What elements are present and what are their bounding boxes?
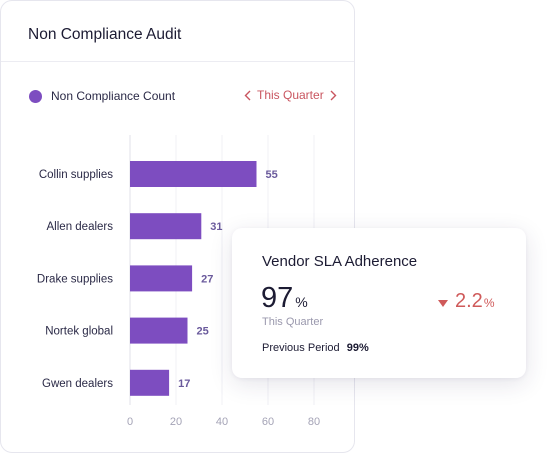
- kpi-change-group: 2.2 %: [438, 290, 494, 313]
- data-label: 25: [197, 326, 209, 338]
- kpi-value-group: 97 %: [261, 282, 308, 315]
- legend-label: Non Compliance Count: [51, 89, 176, 103]
- category-label: Allen dealers: [47, 221, 114, 233]
- x-tick-label: 80: [308, 416, 320, 428]
- bar: [130, 161, 257, 187]
- period-label: This Quarter: [257, 88, 324, 102]
- bar-chart: 0 20 40 60 80 Collin supplies 55 Allen dealers 3…: [37, 135, 320, 428]
- kpi-title: Vendor SLA Adherence: [262, 253, 418, 270]
- sla-adherence-card: Vendor SLA Adherence 97 % This Quarter 2…: [232, 228, 526, 378]
- x-tick-label: 40: [216, 416, 228, 428]
- previous-period-value: 99%: [346, 342, 369, 354]
- category-label: Collin supplies: [39, 169, 113, 181]
- period-navigator: This Quarter: [239, 88, 342, 102]
- triangle-down-icon: [438, 294, 448, 312]
- bar: [130, 317, 188, 344]
- legend-marker: [29, 90, 42, 103]
- kpi-change-value: 2.2: [455, 290, 483, 312]
- data-label: 27: [201, 273, 213, 285]
- previous-period: Previous Period 99%: [262, 342, 369, 354]
- x-tick-label: 60: [262, 416, 274, 428]
- bar: [130, 213, 202, 240]
- bar: [130, 265, 193, 292]
- chevron-right-icon[interactable]: [326, 90, 342, 101]
- bar: [130, 369, 170, 396]
- data-label: 31: [210, 221, 222, 233]
- chevron-left-icon[interactable]: [239, 90, 255, 101]
- previous-period-label: Previous Period: [262, 342, 340, 354]
- title-divider: [1, 61, 354, 62]
- data-label: 17: [178, 378, 190, 390]
- category-label: Nortek global: [45, 326, 113, 338]
- kpi-unit: %: [295, 294, 308, 310]
- x-tick-label: 0: [127, 416, 133, 428]
- category-label: Gwen dealers: [42, 378, 113, 390]
- kpi-change-unit: %: [483, 296, 495, 310]
- card-title: Non Compliance Audit: [28, 26, 182, 43]
- non-compliance-card: Non Compliance Audit Non Compliance Coun…: [0, 0, 355, 453]
- x-tick-label: 20: [170, 416, 182, 428]
- kpi-period-label: This Quarter: [262, 316, 324, 328]
- data-label: 55: [266, 169, 278, 181]
- kpi-value: 97: [261, 282, 294, 314]
- category-label: Drake supplies: [37, 273, 113, 285]
